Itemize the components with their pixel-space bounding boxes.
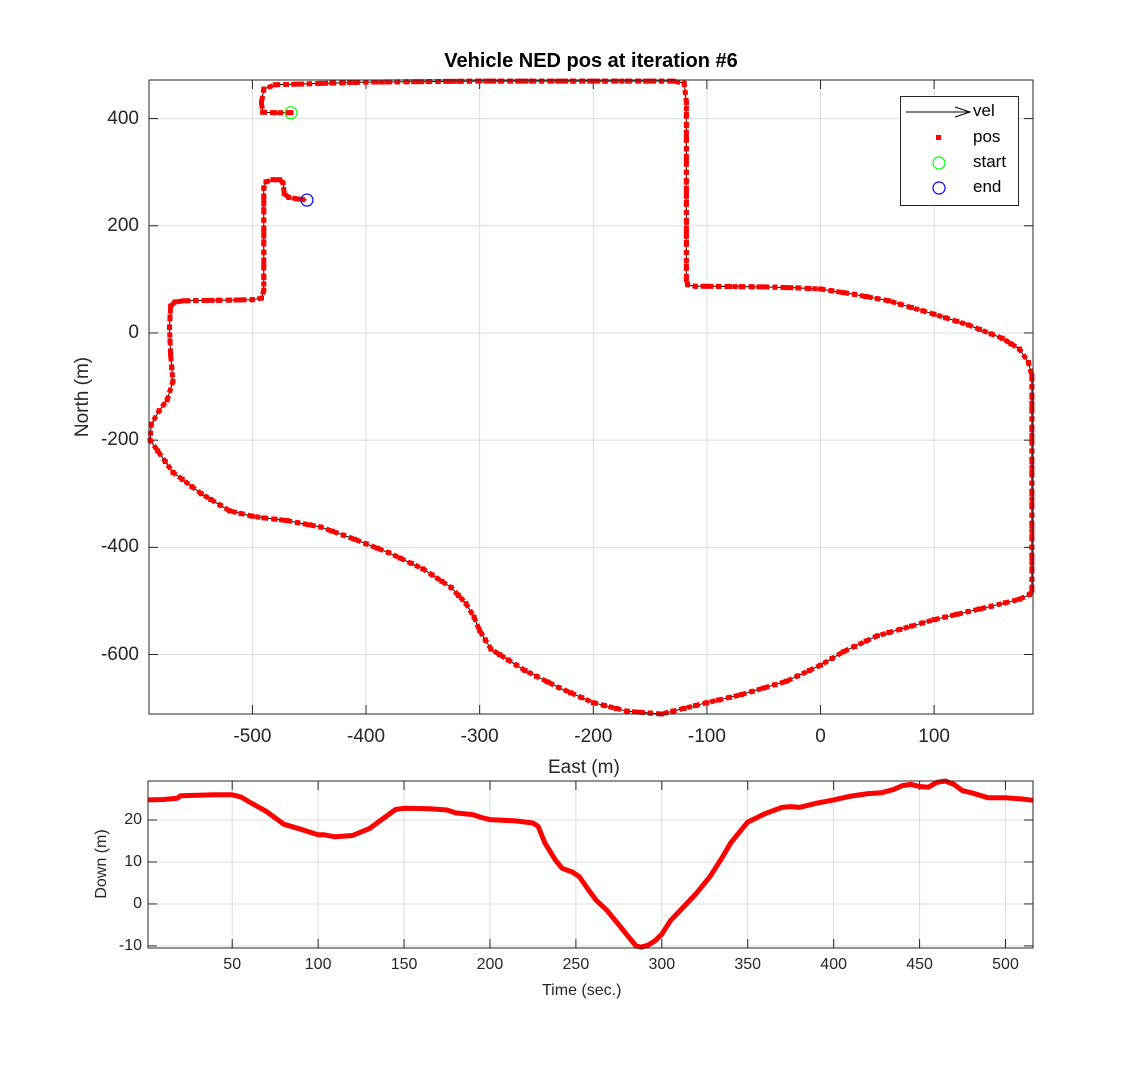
tick-label: -200	[100, 429, 139, 451]
tick-label: -500	[233, 726, 272, 747]
tick-label: 200	[107, 214, 139, 236]
legend: vel pos start end	[900, 96, 1019, 206]
tick-label: -600	[100, 643, 139, 665]
legend-item-end: end	[901, 175, 1018, 199]
tick-label: 200	[476, 956, 504, 973]
top-axes-box	[148, 79, 1034, 715]
legend-label-start: start	[973, 152, 1007, 171]
tick-label: -400	[100, 536, 139, 558]
tick-label: 10	[124, 852, 142, 870]
bottom-y-axis-label: Down (m)	[93, 829, 110, 899]
tick-label: 0	[815, 726, 826, 747]
legend-item-vel: vel	[901, 99, 1018, 123]
tick-label: -300	[460, 726, 499, 747]
arrow-icon	[906, 106, 971, 118]
tick-label: 100	[918, 726, 950, 747]
green-circle-icon	[932, 156, 946, 170]
tick-label: 250	[562, 956, 590, 973]
top-grid	[149, 80, 1033, 714]
legend-item-start: start	[901, 150, 1018, 174]
legend-label-end: end	[973, 177, 1002, 196]
tick-label: 0	[128, 321, 139, 343]
tick-label: 400	[820, 956, 847, 973]
tick-label: 400	[107, 107, 139, 129]
tick-label: -200	[574, 726, 613, 747]
tick-label: 100	[304, 956, 332, 973]
tick-label: 450	[906, 956, 933, 973]
down-trace	[147, 778, 1034, 950]
tick-label: 150	[390, 956, 418, 973]
start-marker	[284, 106, 298, 120]
top-plot-area	[149, 80, 1033, 714]
tick-label: 0	[133, 894, 142, 912]
top-ticks	[149, 80, 1033, 714]
tick-label: -10	[118, 936, 142, 954]
top-y-axis-label: North (m)	[72, 356, 93, 438]
bottom-grid	[148, 781, 1033, 948]
chart-title: Vehicle NED pos at iteration #6	[444, 50, 738, 72]
tick-label: -100	[687, 726, 726, 747]
legend-item-pos: pos	[901, 125, 1018, 149]
position-markers	[147, 78, 1035, 717]
bottom-axes-box	[147, 780, 1034, 949]
tick-label: 50	[223, 956, 242, 973]
tick-label: 300	[648, 956, 676, 973]
top-x-axis-label: East (m)	[548, 757, 620, 778]
end-marker	[300, 193, 314, 207]
square-marker-icon	[936, 135, 941, 140]
tick-label: -400	[347, 726, 386, 747]
bottom-x-axis-label: Time (sec.)	[542, 982, 622, 999]
blue-circle-icon	[932, 181, 946, 195]
tick-label: 20	[124, 811, 142, 829]
legend-label-pos: pos	[973, 127, 1001, 146]
legend-label-vel: vel	[973, 101, 995, 120]
ned-position-axes	[147, 78, 1035, 717]
tick-label: 350	[734, 956, 762, 973]
bottom-plot-area	[148, 781, 1033, 948]
tick-label: 500	[992, 956, 1019, 973]
down-position-axes	[147, 778, 1034, 950]
bottom-ticks	[148, 781, 1033, 948]
